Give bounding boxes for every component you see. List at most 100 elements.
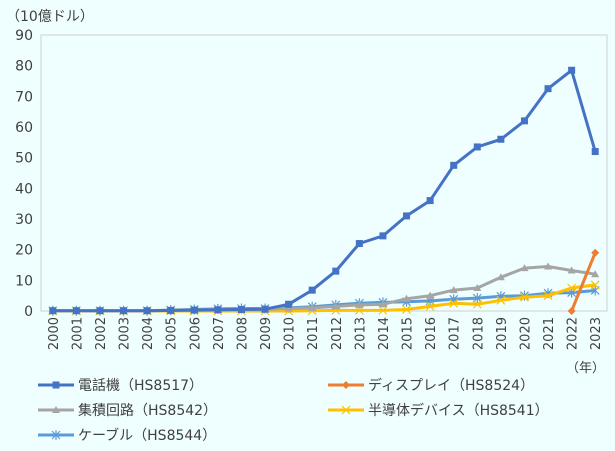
data-point <box>308 286 316 294</box>
data-point <box>520 264 529 272</box>
data-point <box>355 240 363 248</box>
x-tick-label: 2022 <box>566 317 581 350</box>
series-1 <box>567 248 600 315</box>
y-axis-unit-label: （10億ドル） <box>6 9 94 25</box>
legend-item-integrated-circuit: 集積回路（HS8542） <box>36 400 217 420</box>
data-point <box>379 232 387 240</box>
x-tick-label: 2023 <box>589 317 604 350</box>
data-point <box>496 273 505 281</box>
y-tick-label: 10 <box>15 273 33 289</box>
data-point <box>591 148 599 156</box>
data-point <box>426 197 434 205</box>
x-tick-label: 2015 <box>401 317 416 350</box>
x-tick-label: 2013 <box>353 317 368 350</box>
legend-label: 集積回路（HS8542） <box>78 403 218 419</box>
data-point <box>497 135 505 143</box>
legend-label: ケーブル（HS8544） <box>78 428 217 444</box>
data-point <box>544 85 552 93</box>
data-point <box>355 300 364 308</box>
data-point <box>284 304 293 312</box>
data-point <box>473 284 482 291</box>
x-tick-label: 2006 <box>188 317 203 350</box>
data-point <box>96 307 104 315</box>
data-point <box>520 292 529 302</box>
data-point <box>544 262 553 270</box>
y-tick-label: 30 <box>15 212 33 228</box>
legend-item-cable: ケーブル（HS8544） <box>36 425 216 445</box>
data-point <box>520 117 528 125</box>
data-point <box>331 302 340 310</box>
y-tick-labels: 0 10 20 30 40 50 60 70 80 90 <box>15 28 33 320</box>
data-point <box>403 212 411 220</box>
x-tick-label: 2009 <box>259 317 274 350</box>
x-tick-label: 2016 <box>424 317 439 350</box>
data-point <box>120 307 128 315</box>
data-point <box>496 295 506 305</box>
legend-item-telephone: 電話機（HS8517） <box>36 375 203 395</box>
legend-label: 電話機（HS8517） <box>78 378 204 394</box>
data-point <box>591 270 600 278</box>
data-point <box>567 283 577 293</box>
data-point <box>190 306 198 314</box>
data-point <box>425 301 435 311</box>
x-tick-label: 2005 <box>165 317 180 350</box>
data-point <box>567 307 576 315</box>
data-point <box>450 161 458 169</box>
legend-marker-star-icon <box>38 430 74 440</box>
data-point <box>308 303 317 311</box>
x-axis-unit-label: （年） <box>566 361 606 376</box>
legend-item-semiconductor: 半導体デバイス（HS8541） <box>326 400 549 420</box>
legend-label: ディスプレイ（HS8524） <box>368 378 535 394</box>
data-point <box>426 291 435 299</box>
y-tick-label: 70 <box>15 89 33 105</box>
y-tick-label: 90 <box>15 28 33 44</box>
x-tick-label: 2017 <box>448 317 463 350</box>
x-tick-labels: 2000 2001 2002 2003 2004 2005 2006 2007 2008 2009… <box>47 317 604 350</box>
x-tick-label: 2012 <box>330 317 345 350</box>
x-tick-label: 2004 <box>141 317 156 350</box>
y-tick-label: 0 <box>24 304 33 320</box>
data-point <box>590 280 600 290</box>
data-point <box>49 307 57 315</box>
legend-label: 半導体デバイス（HS8541） <box>368 403 549 419</box>
x-tick-label: 2010 <box>283 317 298 350</box>
data-point <box>167 306 175 314</box>
data-point <box>449 286 458 294</box>
series-line <box>52 68 597 313</box>
legend-item-display: ディスプレイ（HS8524） <box>326 375 534 395</box>
x-tick-label: 2019 <box>495 317 510 350</box>
series-line <box>570 252 597 312</box>
data-point <box>568 66 576 74</box>
y-tick-label: 50 <box>15 151 33 167</box>
data-point <box>472 299 482 309</box>
data-point <box>261 305 269 313</box>
x-tick-label: 2003 <box>118 317 133 350</box>
series-0 <box>49 66 599 315</box>
data-point <box>143 307 151 315</box>
legend-marker-diamond-icon <box>328 381 364 389</box>
x-tick-label: 2014 <box>377 317 392 350</box>
series-lines <box>48 66 600 316</box>
legend-marker-x-icon <box>328 405 364 415</box>
data-point <box>402 294 411 302</box>
series-line <box>52 265 596 313</box>
data-point <box>378 300 387 308</box>
data-point <box>72 307 80 315</box>
x-tick-label: 2001 <box>70 317 85 350</box>
data-point <box>378 305 388 315</box>
legend-marker-triangle-icon <box>38 406 74 413</box>
data-point <box>449 298 459 308</box>
data-point <box>285 300 293 308</box>
y-tick-label: 80 <box>15 59 33 75</box>
x-tick-label: 2008 <box>235 317 250 350</box>
data-point <box>591 248 600 257</box>
y-tick-label: 60 <box>15 120 33 136</box>
y-tick-label: 20 <box>15 243 33 259</box>
data-point <box>237 305 245 313</box>
legend-marker-square-icon <box>38 381 74 389</box>
data-point <box>543 291 553 301</box>
y-tick-label: 40 <box>15 181 33 197</box>
data-point <box>332 267 340 275</box>
x-tick-label: 2020 <box>518 317 533 350</box>
